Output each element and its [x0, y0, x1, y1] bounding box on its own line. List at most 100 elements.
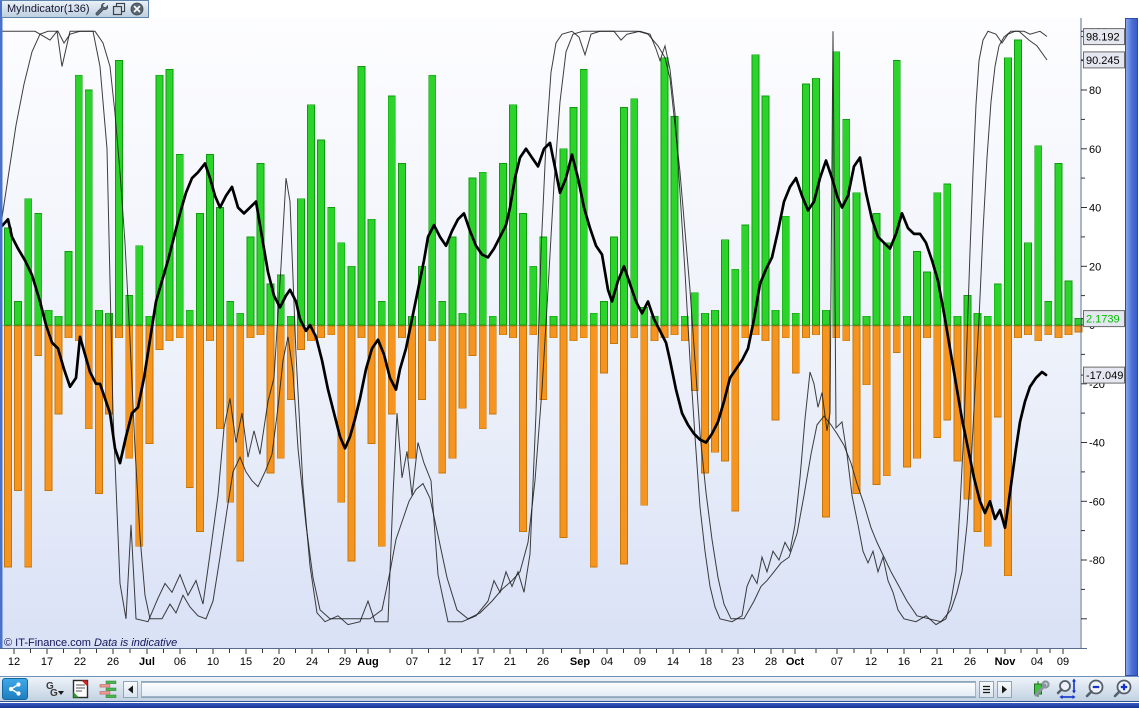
orange-bar — [640, 325, 649, 506]
green-bar — [428, 74, 437, 326]
y-axis-label: 60 — [1089, 144, 1101, 156]
green-bar — [286, 315, 295, 326]
orange-bar — [842, 325, 851, 342]
orange-bar — [266, 325, 275, 474]
orange-bar — [54, 325, 63, 415]
orange-bar — [498, 325, 507, 336]
green-bar — [246, 236, 255, 326]
orange-bar — [579, 325, 588, 339]
x-axis-label: 26 — [964, 656, 976, 668]
orange-bar — [933, 325, 942, 438]
green-bar — [791, 312, 800, 326]
green-bar — [579, 69, 588, 326]
horizontal-scrollbar-thumb[interactable] — [141, 681, 976, 697]
orange-bar — [34, 325, 43, 356]
green-bar — [721, 239, 729, 326]
date-axis[interactable]: 12 17 22 26 Jul 06 10 15 20 24 29 Aug 07 12 17 21 26 Sep 0… — [0, 648, 1087, 669]
green-bar — [367, 218, 376, 326]
orange-bar — [973, 325, 982, 533]
zoom-in-button[interactable] — [1110, 678, 1135, 700]
green-bar — [751, 54, 760, 326]
green-bar — [1024, 242, 1032, 326]
report-button[interactable] — [69, 678, 93, 700]
last-value-box: -17.049 — [1081, 366, 1125, 384]
indicator-title-tab[interactable]: MyIndicator(136) — [0, 0, 149, 18]
wrench-candle-icon — [1033, 680, 1050, 697]
orange-bar — [1054, 325, 1063, 339]
green-bar — [458, 312, 467, 326]
orange-bar — [559, 325, 568, 538]
green-bar — [509, 104, 517, 326]
y-axis-label: 80 — [1089, 85, 1101, 97]
window-bottom-edge — [0, 703, 1139, 708]
orange-bar — [44, 325, 53, 491]
orange-bar — [256, 325, 265, 336]
green-bar — [822, 309, 830, 326]
green-bar — [296, 198, 305, 326]
x-axis-label: 09 — [634, 656, 646, 668]
orders-icon — [99, 680, 117, 698]
scrollbar-left-arrow[interactable] — [123, 680, 138, 698]
orange-bar — [620, 325, 628, 565]
orange-bar — [296, 325, 305, 350]
close-icon[interactable] — [130, 2, 144, 16]
green-bar — [973, 312, 982, 326]
green-bar — [317, 139, 326, 326]
green-bar — [1014, 39, 1022, 326]
orange-bar — [488, 325, 497, 415]
orders-button[interactable] — [96, 678, 120, 700]
x-axis-label: 17 — [41, 656, 53, 668]
green-bar — [872, 212, 881, 326]
zoom-fit-button[interactable] — [1054, 678, 1079, 700]
share-button[interactable] — [2, 678, 28, 700]
green-bar — [993, 283, 1002, 326]
zoom-out-button[interactable] — [1082, 678, 1107, 700]
svg-text:G: G — [50, 688, 58, 699]
zoom-out-icon — [1085, 679, 1103, 698]
link-instrument-button[interactable]: G G — [42, 678, 66, 700]
x-axis-label: 07 — [831, 656, 843, 668]
chart-settings-button[interactable] — [1026, 678, 1051, 700]
histogram-bars — [4, 39, 1083, 577]
duplicate-window-icon[interactable] — [112, 2, 126, 16]
orange-bar — [185, 325, 194, 489]
green-bar — [731, 268, 740, 326]
orange-bar — [428, 325, 437, 342]
orange-bar — [600, 325, 608, 374]
green-bar — [913, 251, 921, 326]
orange-bar — [155, 325, 164, 350]
horizontal-scrollbar-track[interactable] — [141, 680, 976, 698]
value-axis[interactable]: 100806040200-20-40-60-8098.19290.2452.17… — [1080, 18, 1125, 648]
orange-bar — [24, 325, 33, 568]
scrollbar-right-arrow[interactable] — [997, 680, 1012, 698]
vertical-scrollbar[interactable] — [1125, 18, 1138, 676]
svg-text:90.245: 90.245 — [1086, 55, 1120, 67]
zoom-fit-icon — [1056, 678, 1076, 699]
green-bar — [226, 301, 235, 326]
wrench-icon[interactable] — [94, 2, 108, 16]
green-bar — [781, 215, 790, 326]
orange-bar — [610, 325, 618, 345]
green-bar — [478, 171, 487, 326]
green-bar — [842, 119, 851, 326]
orange-bar — [1074, 325, 1083, 333]
orange-bar — [438, 325, 447, 474]
x-axis-label: 29 — [339, 656, 351, 668]
orange-bar — [195, 325, 204, 533]
green-bar — [14, 301, 23, 326]
orange-bar — [963, 325, 972, 500]
green-bar — [337, 242, 346, 326]
scrollbar-menu-button[interactable] — [979, 680, 994, 698]
x-axis-label: 07 — [406, 656, 418, 668]
green-bar — [771, 309, 780, 326]
green-bar — [882, 242, 891, 326]
orange-bar — [741, 325, 750, 339]
green-bar — [206, 154, 214, 326]
orange-bar — [983, 325, 992, 547]
orange-bar — [1064, 325, 1073, 336]
bottom-toolbar: G G — [0, 676, 1139, 702]
x-axis-label: Aug — [357, 656, 378, 668]
x-axis-label: 17 — [472, 656, 484, 668]
